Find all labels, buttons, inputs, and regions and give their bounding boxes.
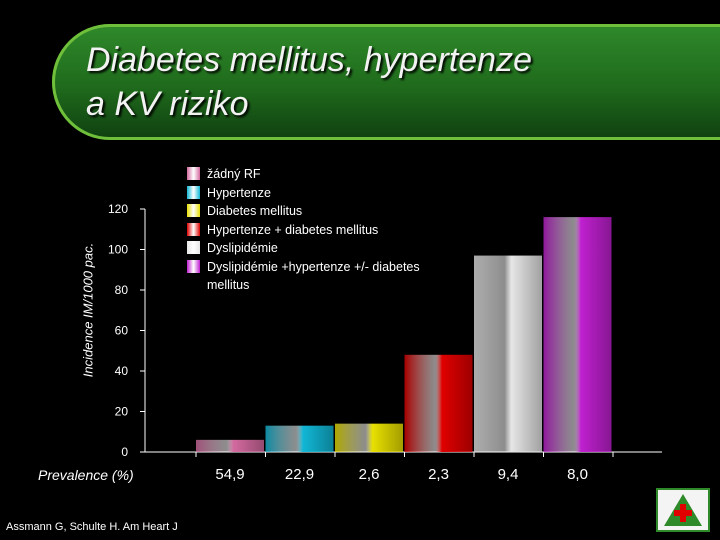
legend-item: Diabetes mellitus — [187, 202, 427, 221]
legend-item: Dyslipidémie — [187, 239, 427, 258]
y-tick-label: 40 — [115, 364, 129, 378]
legend-swatch — [187, 222, 200, 236]
title-line-1: Diabetes mellitus, hypertenze — [86, 41, 533, 79]
legend-label: Diabetes mellitus — [207, 204, 303, 218]
legend-swatch — [187, 259, 200, 273]
legend-item: Dyslipidémie +hypertenze +/- diabetes me… — [187, 258, 427, 295]
y-tick-label: 80 — [115, 283, 129, 297]
bar-4 — [404, 354, 473, 452]
legend-swatch — [187, 167, 200, 180]
legend-label: Dyslipidémie +hypertenze +/- diabetes me… — [207, 259, 420, 293]
bar-6 — [543, 217, 612, 452]
prevalence-value: 2,6 — [358, 466, 380, 483]
y-tick-label: 120 — [108, 202, 128, 216]
legend-swatch — [187, 185, 200, 199]
source-citation: Assmann G, Schulte H. Am Heart J — [6, 521, 178, 533]
bar-3 — [335, 423, 403, 452]
legend-label: Hypertenze + diabetes mellitus — [207, 222, 379, 237]
bar-5 — [474, 255, 542, 452]
legend-label: Dyslipidémie — [207, 241, 278, 255]
prevalence-label: Prevalence (%) — [38, 467, 134, 483]
chart-legend: žádný RF Hypertenze Diabetes mellitus Hyper… — [187, 165, 427, 295]
y-tick-label: 0 — [121, 445, 128, 459]
page-title: Diabetes mellitus, hypertenze a KV rizik… — [86, 38, 532, 126]
source-text: Assmann G, Schulte H. Am Heart J — [6, 521, 178, 533]
legend-item: žádný RF — [187, 165, 427, 184]
green-cross-logo-icon — [656, 488, 710, 532]
legend-swatch — [187, 241, 200, 254]
legend-item: Hypertenze + diabetes mellitus — [187, 221, 427, 240]
title-panel — [52, 24, 720, 140]
bar-2 — [265, 425, 334, 452]
prevalence-value: 22,9 — [284, 466, 315, 483]
y-tick-label: 20 — [115, 405, 129, 419]
legend-item: Hypertenze — [187, 184, 427, 203]
bar-1 — [196, 439, 264, 452]
y-tick-label: 60 — [115, 324, 129, 338]
prevalence-value: 2,3 — [428, 466, 449, 483]
legend-label: Hypertenze — [207, 185, 271, 200]
prevalence-value: 9,4 — [497, 466, 519, 483]
y-axis-label: Incidence IM/1000 pac. — [80, 242, 96, 378]
prevalence-value: 54,9 — [215, 466, 245, 483]
title-line-2: a KV riziko — [86, 85, 249, 123]
y-tick-label: 100 — [108, 243, 128, 257]
legend-label: žádný RF — [207, 167, 261, 181]
legend-swatch — [187, 204, 200, 217]
prevalence-value: 8,0 — [567, 466, 588, 483]
